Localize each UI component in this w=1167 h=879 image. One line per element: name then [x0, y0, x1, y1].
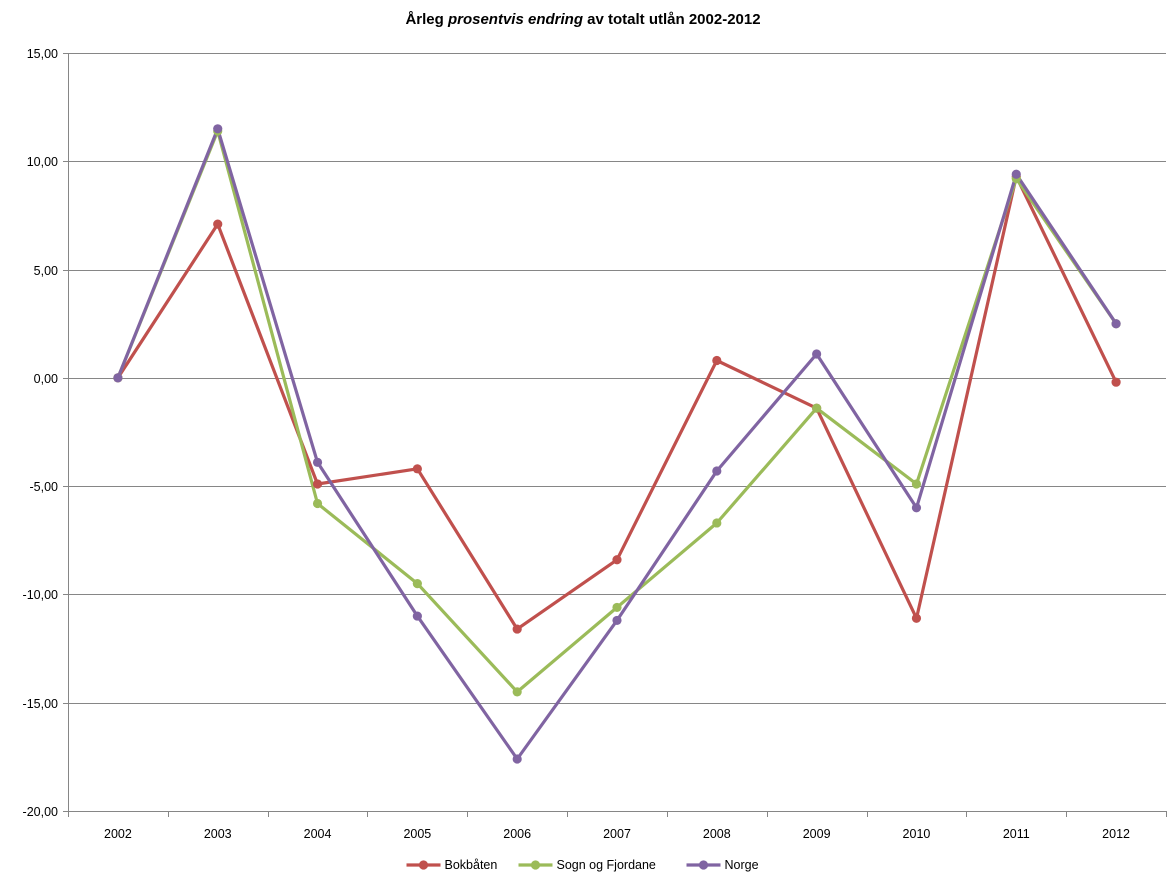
- legend-label: Sogn og Fjordane: [557, 858, 656, 872]
- data-point: [412, 579, 422, 589]
- y-tick-label: -5,00: [30, 480, 59, 494]
- legend-marker: [698, 860, 709, 870]
- x-tick-label: 2008: [703, 827, 731, 841]
- legend: Bokbåten Sogn og Fjordane Norge: [406, 858, 759, 872]
- data-point: [1111, 377, 1121, 387]
- data-point: [712, 355, 722, 366]
- y-tick-label: -20,00: [23, 805, 58, 819]
- data-point: [712, 466, 722, 476]
- y-axis-tick-labels: 15,00 10,00 5,00 0,00 -5,00 -10,00 -15,00 -20,0…: [23, 47, 59, 819]
- legend-marker: [418, 860, 429, 870]
- data-point: [712, 518, 722, 528]
- chart-title-italic-part: prosentvis endring: [447, 11, 583, 28]
- y-tick-label: 15,00: [27, 47, 58, 61]
- x-tick-label: 2011: [1003, 827, 1030, 841]
- y-tick-label: 5,00: [34, 264, 58, 278]
- legend-label: Norge: [725, 858, 759, 872]
- x-tick-label: 2007: [603, 827, 631, 841]
- data-point: [312, 479, 323, 489]
- chart-title-part3: av totalt utlån 2002-2012: [583, 11, 761, 28]
- y-tick-label: -10,00: [23, 588, 58, 602]
- x-tick-label: 2004: [304, 827, 332, 841]
- x-tick-label: 2002: [104, 827, 132, 841]
- legend-label: Bokbåten: [445, 858, 498, 872]
- x-tick-label: 2005: [403, 827, 431, 841]
- data-point: [412, 611, 422, 621]
- data-point: [512, 754, 522, 764]
- data-point: [312, 498, 323, 509]
- data-point: [911, 503, 922, 513]
- data-point: [213, 124, 223, 134]
- legend-item: Sogn og Fjordane: [518, 858, 656, 872]
- data-point: [512, 624, 522, 634]
- data-point: [1111, 319, 1121, 329]
- series-line: [116, 127, 1118, 761]
- y-tick-label: 10,00: [27, 155, 58, 169]
- data-point: [911, 479, 922, 489]
- x-tick-label: 2010: [903, 827, 931, 841]
- data-point: [812, 349, 822, 359]
- data-point: [113, 373, 123, 383]
- data-point: [512, 687, 522, 697]
- chart-title-part1: Årleg: [405, 11, 448, 28]
- data-point: [612, 555, 622, 565]
- data-point: [412, 464, 422, 474]
- legend-item: Norge: [686, 858, 759, 872]
- series-lines: [116, 127, 1118, 761]
- x-tick-label: 2003: [204, 827, 232, 841]
- x-tick-label: 2009: [803, 827, 831, 841]
- data-point: [312, 457, 323, 467]
- series-points: [113, 124, 1121, 764]
- data-point: [911, 613, 922, 623]
- x-tick-label: 2006: [503, 827, 531, 841]
- data-point: [1011, 169, 1021, 179]
- y-tick-label: 0,00: [34, 372, 58, 386]
- legend-marker: [530, 860, 541, 870]
- data-point: [812, 403, 822, 413]
- gridlines: [68, 53, 1166, 812]
- data-point: [612, 602, 622, 613]
- chart-title: Årleg prosentvis endring av totalt utlån…: [405, 11, 760, 28]
- axes: [63, 53, 1167, 817]
- data-point: [612, 615, 622, 626]
- data-point: [213, 219, 223, 229]
- x-tick-label: 2012: [1102, 827, 1130, 841]
- legend-item: Bokbåten: [406, 858, 498, 872]
- y-tick-label: -15,00: [23, 697, 58, 711]
- x-axis-tick-labels: 2002 2003 2004 2005 2006 2007 2008 2009 2010 2011…: [104, 827, 1130, 841]
